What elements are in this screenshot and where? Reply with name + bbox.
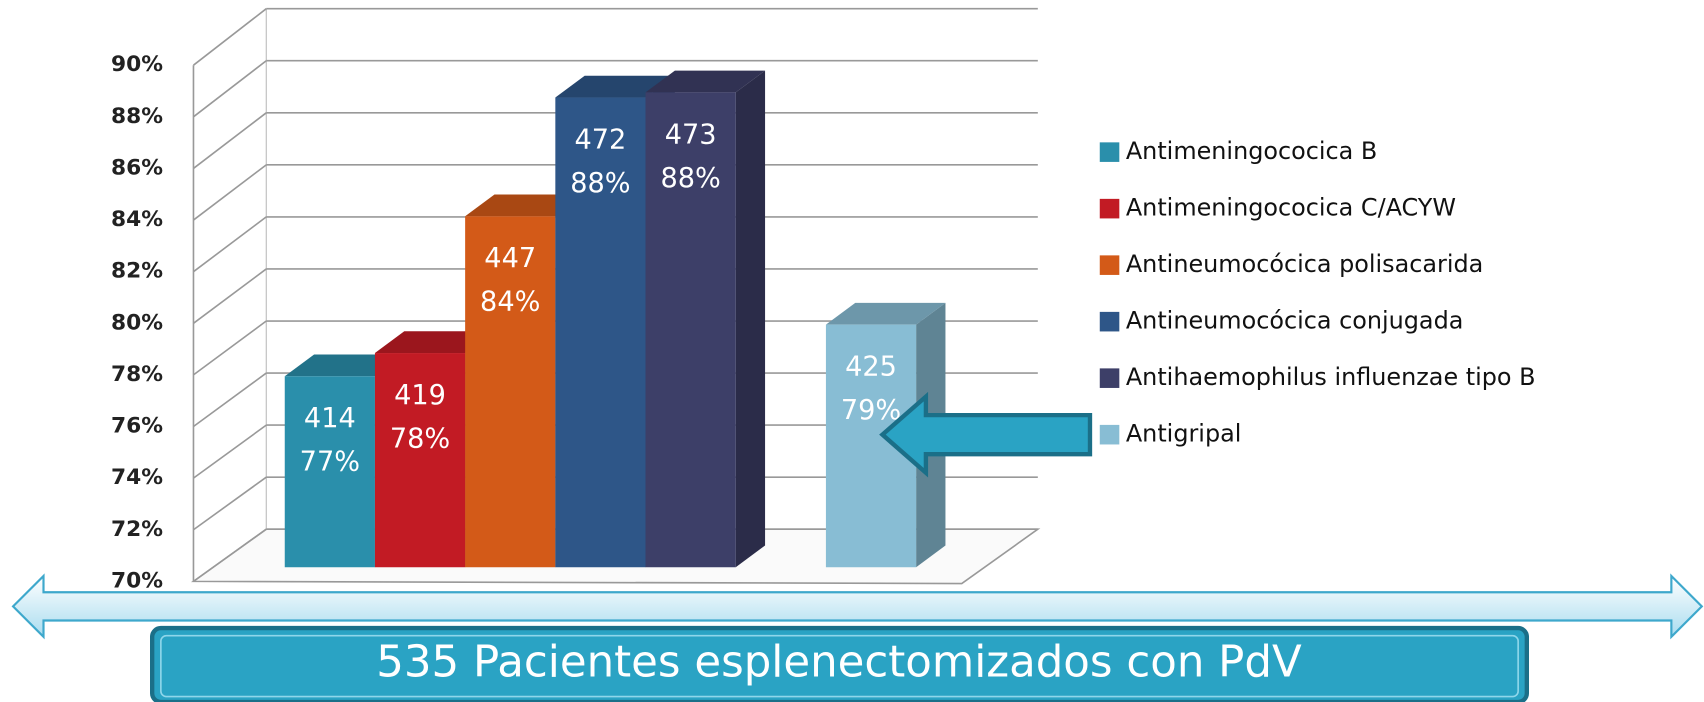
bar	[465, 216, 556, 568]
bar-top	[465, 194, 585, 217]
bar-top	[374, 331, 495, 354]
value-label: 79%	[841, 395, 901, 426]
grid-line-side	[192, 424, 267, 479]
count-label: 419	[394, 380, 446, 411]
value-label: 84%	[480, 287, 540, 318]
bar-top	[555, 75, 675, 98]
grid-line-side	[192, 320, 267, 376]
y-tick-label: 72%	[111, 517, 163, 542]
grid-line-side	[192, 268, 267, 324]
legend-label: Antineumocócica conjugada	[1126, 307, 1464, 335]
annotation-box-inner	[160, 634, 1519, 698]
value-label: 78%	[390, 423, 450, 454]
legend-swatch	[1099, 255, 1120, 275]
bars: 414 77% 419 78% 447 84% 472 88% 473 88% 425 79%	[284, 70, 946, 568]
bar-top	[825, 302, 946, 325]
legend-swatch	[1099, 311, 1120, 332]
grid-line-side	[192, 164, 267, 221]
legend-label: Antihaemophilus influenzae tipo B	[1126, 363, 1536, 391]
grid-line-side	[192, 112, 267, 170]
bar	[284, 376, 375, 568]
grid-line-side	[192, 216, 267, 273]
legend-label: Antigripal	[1126, 420, 1242, 448]
pointer-arrow	[879, 391, 1093, 478]
count-label: 473	[665, 119, 717, 150]
legend-swatch	[1099, 198, 1120, 219]
count-label: 425	[845, 352, 897, 383]
legend-swatch	[1099, 424, 1120, 445]
grid-line-side	[192, 60, 267, 118]
value-label: 88%	[660, 163, 720, 194]
grid-line-side	[192, 476, 267, 531]
y-tick-label: 88%	[111, 104, 163, 129]
bar-top	[284, 354, 405, 377]
bar	[374, 353, 466, 568]
bar-side	[735, 70, 766, 568]
bar	[645, 92, 736, 568]
count-label: 447	[484, 243, 536, 274]
legend: Antimeningococica B Antimeningococica C/A…	[1099, 137, 1536, 448]
count-label: 472	[575, 124, 627, 155]
labels: 70% 72% 74% 76% 78% 80% 82% 84% 86% 88% 90%	[111, 52, 163, 593]
value-label: 77%	[300, 447, 360, 478]
y-tick-label: 76%	[111, 414, 163, 439]
y-tick-label: 74%	[111, 465, 163, 490]
bar	[555, 97, 646, 568]
y-tick-label: 82%	[111, 259, 163, 284]
bar-top	[645, 70, 766, 93]
y-tick-label: 90%	[111, 52, 163, 77]
y-tick-label: 78%	[111, 362, 163, 387]
grid-line-side	[192, 528, 267, 583]
count-label: 414	[304, 403, 356, 434]
legend-swatch	[1099, 142, 1120, 162]
y-tick-label: 86%	[111, 155, 163, 180]
y-tick-label: 80%	[111, 310, 163, 335]
grid-line-side	[192, 372, 267, 428]
value-label: 88%	[570, 168, 630, 199]
double-arrow	[11, 573, 1704, 640]
y-tick-label: 70%	[111, 568, 163, 593]
annotation: 535 Pacientes esplenectomizados con PdV	[376, 638, 1302, 688]
y-tick-label: 84%	[111, 207, 163, 232]
legend-swatch	[1099, 368, 1120, 388]
legend-label: Antimeningococica C/ACYW	[1126, 194, 1456, 222]
legend-label: Antimeningococica B	[1126, 137, 1377, 165]
legend-label: Antineumocócica polisacarida	[1126, 250, 1483, 278]
grid-line-side	[192, 8, 267, 66]
